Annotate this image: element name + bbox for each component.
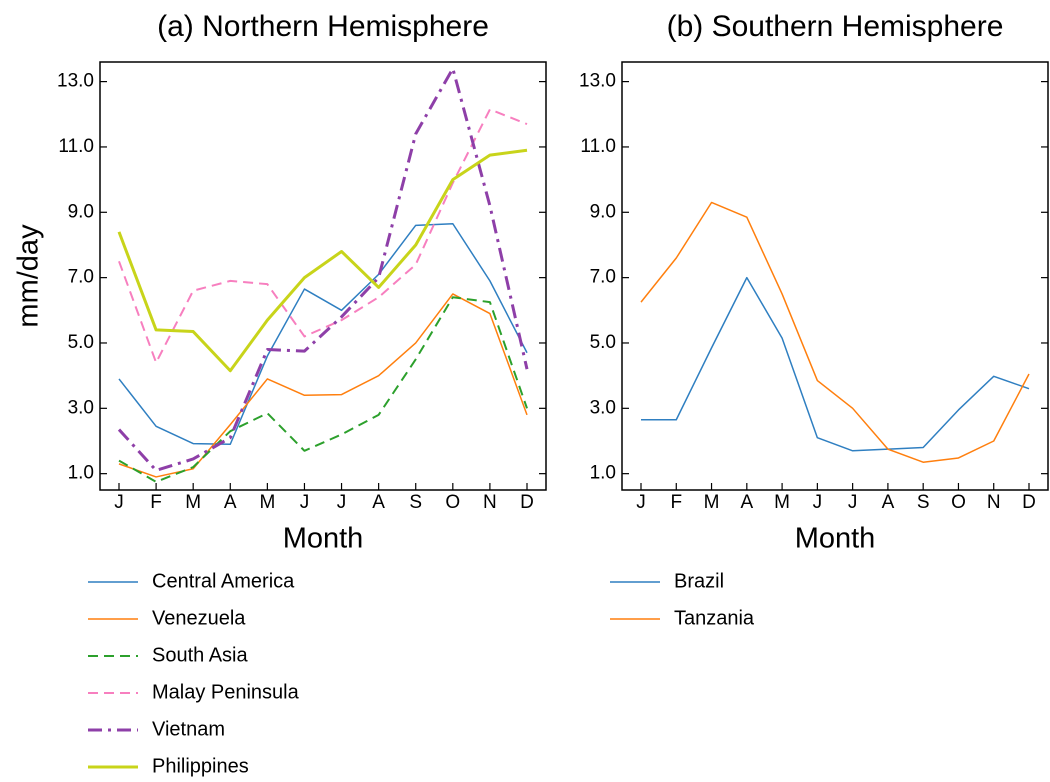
- x-axis-label: Month: [795, 523, 876, 555]
- x-tick-label: J: [300, 492, 310, 513]
- series-line: [640, 201, 1030, 463]
- x-tick-label: J: [337, 492, 347, 513]
- x-tick-label: J: [813, 492, 823, 513]
- x-tick-label: M: [704, 492, 720, 513]
- x-tick-label: N: [483, 492, 497, 513]
- x-tick-label: M: [185, 492, 201, 513]
- chart-title: (a) Northern Hemisphere: [157, 10, 489, 43]
- x-tick-label: F: [150, 492, 162, 513]
- y-tick-label: 13.0: [579, 71, 616, 92]
- legend-label: Philippines: [152, 755, 249, 777]
- x-tick-label: D: [1022, 492, 1036, 513]
- x-tick-label: O: [445, 492, 460, 513]
- series-line: [117, 148, 528, 373]
- series-line: [641, 276, 1030, 452]
- y-tick-label: 13.0: [57, 71, 94, 92]
- x-tick-label: S: [409, 492, 422, 513]
- panel: (a) Northern Hemisphere 1.0 3.0 5.0 7.0 9.0 11…: [13, 10, 547, 777]
- x-tick-label: A: [740, 492, 753, 513]
- y-tick-label: 3.0: [590, 397, 616, 418]
- series-line: [118, 296, 528, 483]
- y-tick-label: 7.0: [68, 267, 94, 288]
- x-tick-label: A: [372, 492, 385, 513]
- y-tick-label: 11.0: [58, 136, 94, 157]
- legend-label: Malay Peninsula: [152, 681, 300, 703]
- x-tick-label: D: [520, 492, 534, 513]
- x-tick-label: J: [636, 492, 646, 513]
- series-line: [117, 67, 529, 472]
- y-tick-label: 7.0: [590, 267, 616, 288]
- y-tick-label: 1.0: [590, 463, 616, 484]
- y-tick-label: 5.0: [590, 332, 616, 353]
- y-tick-label: 3.0: [68, 397, 94, 418]
- y-axis-label: mm/day: [13, 224, 45, 328]
- x-tick-label: M: [774, 492, 790, 513]
- series-line: [118, 108, 528, 364]
- plot-frame: [621, 61, 1049, 491]
- x-tick-label: F: [670, 492, 682, 513]
- legend-label: Central America: [152, 570, 295, 592]
- x-tick-label: J: [848, 492, 858, 513]
- x-tick-label: O: [951, 492, 966, 513]
- y-tick-label: 1.0: [68, 463, 94, 484]
- y-tick-label: 11.0: [580, 136, 616, 157]
- y-tick-label: 9.0: [590, 201, 616, 222]
- chart-title: (b) Southern Hemisphere: [667, 10, 1004, 43]
- x-tick-label: A: [882, 492, 895, 513]
- y-tick-label: 5.0: [68, 332, 94, 353]
- x-axis-label: Month: [283, 523, 364, 555]
- panel: (b) Southern Hemisphere 1.0 3.0 5.0 7.0 9.0 11…: [579, 10, 1049, 629]
- x-tick-label: J: [114, 492, 124, 513]
- legend-label: South Asia: [152, 644, 249, 666]
- x-tick-label: A: [224, 492, 237, 513]
- series-line: [118, 293, 528, 478]
- x-tick-label: N: [987, 492, 1001, 513]
- plot-frame: [99, 61, 547, 491]
- legend-label: Brazil: [674, 570, 724, 592]
- legend-label: Venezuela: [152, 607, 246, 629]
- x-tick-label: S: [917, 492, 930, 513]
- y-tick-label: 9.0: [68, 201, 94, 222]
- series-line: [118, 222, 528, 446]
- legend-label: Vietnam: [152, 718, 225, 740]
- x-tick-label: M: [259, 492, 275, 513]
- legend-label: Tanzania: [674, 607, 755, 629]
